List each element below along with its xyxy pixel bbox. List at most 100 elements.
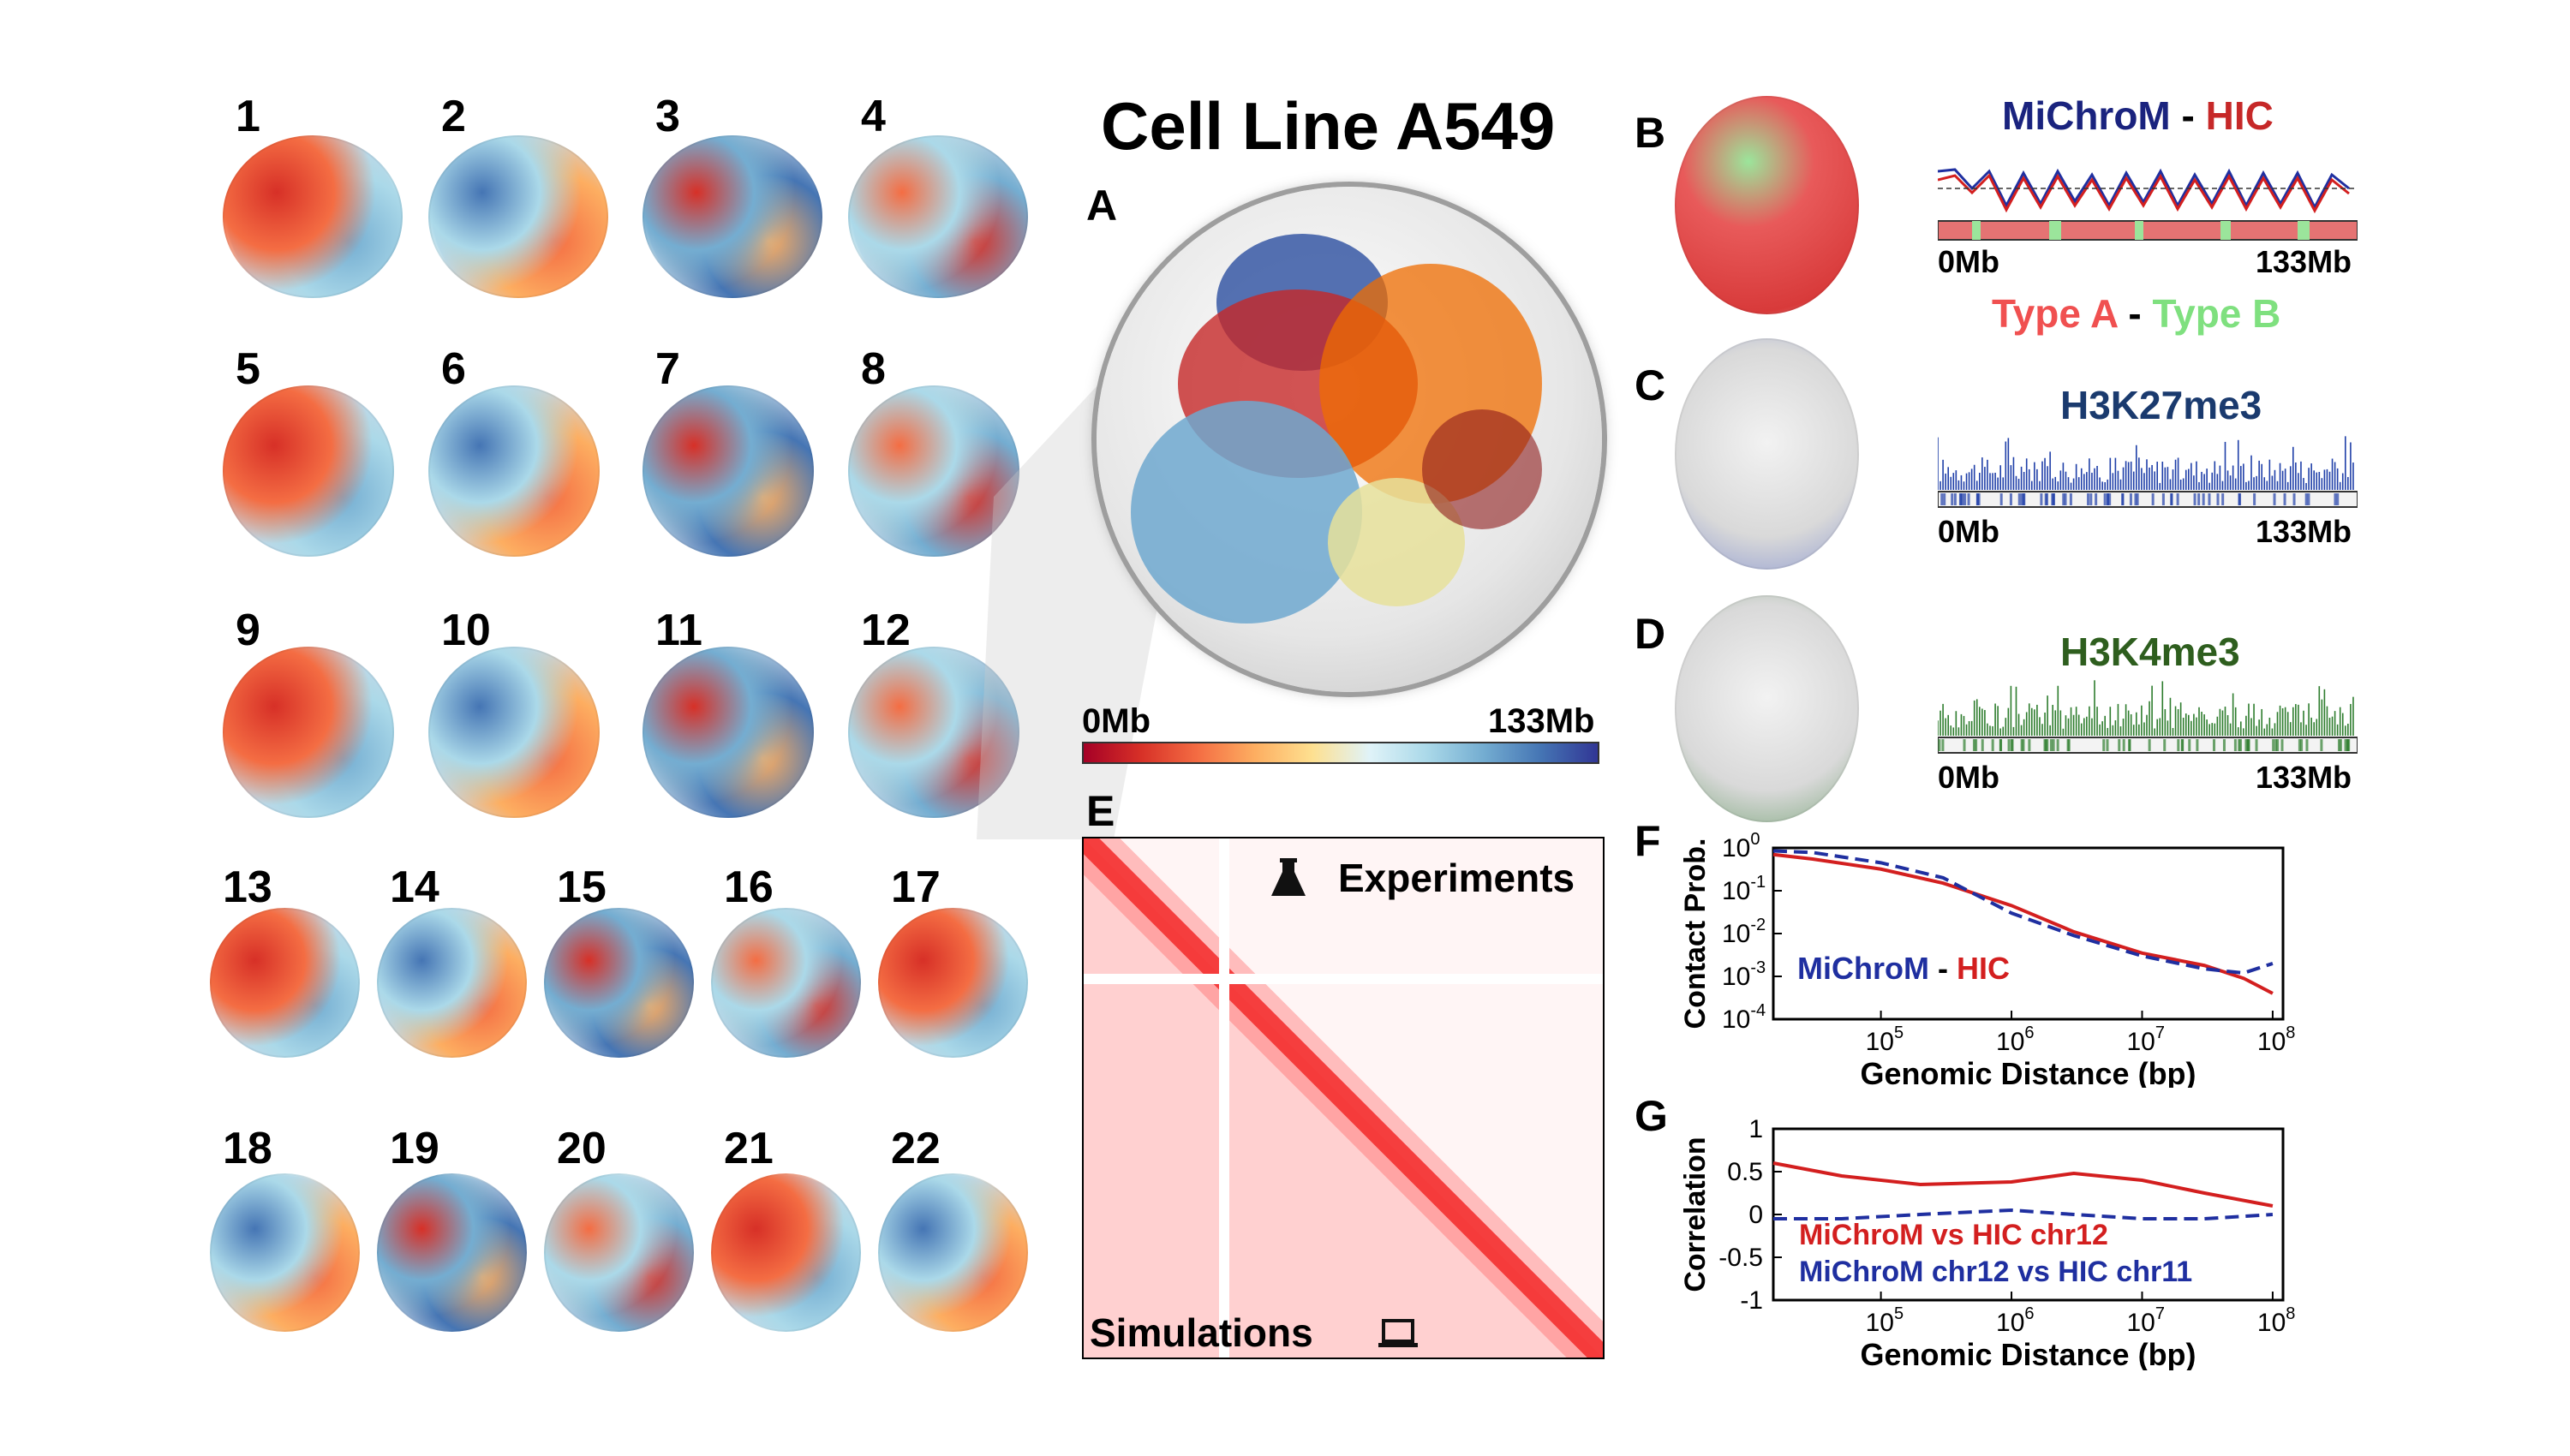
y-tick-label: 0.5 — [1727, 1158, 1763, 1186]
chromosome-label-16: 16 — [724, 862, 774, 912]
h3k4me3-track — [1937, 674, 2358, 756]
y-tick-label: 1 — [1748, 1115, 1763, 1143]
panel-letter-e: E — [1086, 787, 1115, 835]
chromosome-label-18: 18 — [223, 1124, 272, 1173]
x-tick-label: 107 — [2126, 1023, 2165, 1056]
b-axis-end: 133Mb — [2256, 244, 2352, 279]
x-tick-label: 106 — [1996, 1023, 2035, 1056]
b-legend-type-b: Type B — [2152, 291, 2281, 336]
chromosome-structure-3 — [642, 135, 822, 298]
b-title-hic: HIC — [2205, 93, 2274, 138]
g-legend-1: MiChroM vs HIC chr12 — [1799, 1219, 2108, 1251]
chromosome-structure-6 — [428, 385, 600, 557]
chromosome-label-19: 19 — [390, 1124, 439, 1173]
x-tick-label: 105 — [1866, 1023, 1904, 1056]
chromosome-structure-20 — [544, 1173, 694, 1332]
chromosome-structure-10 — [428, 647, 600, 818]
chromosome-label-9: 9 — [236, 606, 260, 655]
x-axis-label: Genomic Distance (bp) — [1860, 1337, 2196, 1370]
y-tick-label: 10-4 — [1722, 1001, 1766, 1034]
x-axis-label: Genomic Distance (bp) — [1860, 1056, 2196, 1088]
x-tick-label: 106 — [1996, 1304, 2035, 1337]
series-line-0 — [1772, 1161, 2274, 1208]
chromosome-label-2: 2 — [441, 92, 466, 141]
chromosome-12-zoom — [1097, 187, 1602, 692]
chromosome-label-11: 11 — [655, 606, 702, 655]
y-axis-label: Correlation — [1679, 1137, 1712, 1292]
series-line-1 — [1773, 1208, 2274, 1220]
panel-letter-c: C — [1635, 361, 1666, 409]
chromosome-label-3: 3 — [655, 92, 680, 141]
panel-letter-f: F — [1635, 817, 1661, 865]
chromosome-structure-15 — [544, 908, 694, 1058]
d-axis-end: 133Mb — [2256, 760, 2352, 795]
y-tick-label: 0 — [1748, 1201, 1763, 1229]
chromosome-structure-21 — [711, 1173, 861, 1332]
chromosome-structure-4 — [848, 135, 1028, 298]
chromosome-label-7: 7 — [655, 344, 680, 394]
chromosome-label-13: 13 — [223, 862, 272, 912]
x-tick-label: 108 — [2257, 1023, 2296, 1056]
b-axis-start: 0Mb — [1938, 244, 1999, 279]
chromosome-label-6: 6 — [441, 344, 466, 394]
panel-letter-d: D — [1635, 610, 1666, 658]
y-tick-label: -0.5 — [1718, 1244, 1763, 1272]
f-legend: MiChroM - HIC — [1797, 953, 2010, 984]
c-title: H3K27me3 — [2060, 383, 2262, 427]
chromosome-label-8: 8 — [861, 344, 886, 394]
b-track-red — [1938, 173, 2350, 214]
chromosome-label-21: 21 — [724, 1124, 774, 1173]
x-tick-label: 105 — [1866, 1304, 1904, 1337]
chromosome-structure-16 — [711, 908, 861, 1058]
correlation-chart: 105 106 107 108 1 0.5 0 -0.5 -1 Genomic Distance … — [1679, 1115, 2296, 1370]
d-title: H3K4me3 — [2060, 630, 2240, 674]
chromosome-structure-18 — [210, 1173, 360, 1332]
chromosome-label-12: 12 — [861, 606, 911, 655]
b-title-michrom: MiChroM — [2002, 93, 2171, 138]
colorbar-start-label: 0Mb — [1082, 702, 1151, 740]
b-legend-type-a: Type A — [1992, 291, 2118, 336]
b-title-sep: - — [2181, 93, 2195, 138]
panel-letter-b: B — [1635, 109, 1666, 157]
structure-type-ab — [1675, 96, 1859, 314]
chromosome-label-4: 4 — [861, 92, 886, 141]
chromosome-structure-7 — [642, 385, 814, 557]
b-track-blue — [1938, 168, 2350, 211]
chromosome-structure-5 — [223, 385, 394, 557]
colorbar-end-label: 133Mb — [1488, 702, 1595, 740]
e-bottom-label: Simulations — [1090, 1310, 1313, 1355]
x-tick-label: 108 — [2257, 1304, 2296, 1337]
domain-lightblue — [1131, 401, 1362, 624]
flask-icon — [1270, 858, 1307, 899]
h3k27me3-track — [1937, 428, 2358, 510]
panel-letter-a: A — [1086, 182, 1118, 230]
chromosome-structure-11 — [642, 647, 814, 818]
chromosome-label-1: 1 — [236, 92, 260, 141]
chromosome-structure-2 — [428, 135, 608, 298]
chromosome-structure-19 — [377, 1173, 527, 1332]
chromosome-structure-8 — [848, 385, 1019, 557]
g-legend-2: MiChroM chr12 vs HIC chr11 — [1799, 1256, 2193, 1288]
x-tick-label: 107 — [2126, 1304, 2165, 1337]
y-tick-label: 10-3 — [1722, 958, 1766, 991]
chromosome-label-14: 14 — [390, 862, 439, 912]
structure-h3k27me3 — [1675, 338, 1859, 570]
panel-letter-g: G — [1635, 1092, 1668, 1140]
plot-frame — [1772, 846, 2285, 1021]
chromosome-label-15: 15 — [557, 862, 607, 912]
chromosome-structure-22 — [878, 1173, 1028, 1332]
chromosome-label-5: 5 — [236, 344, 260, 394]
e-top-label: Experiments — [1338, 856, 1575, 900]
domain-darkred — [1422, 409, 1542, 529]
contact-prob-chart: 105 106 107 108 100 10-1 10-2 10-3 10-4 Genomic D… — [1679, 831, 2296, 1088]
colorbar — [1082, 742, 1599, 764]
chromosome-structure-9 — [223, 647, 394, 818]
y-tick-label: -1 — [1740, 1286, 1763, 1315]
series-line-1 — [1772, 849, 2274, 976]
chromosome-label-17: 17 — [891, 862, 941, 912]
y-tick-label: 10-2 — [1722, 916, 1766, 948]
chromosome-structure-14 — [377, 908, 527, 1058]
chromosome-label-20: 20 — [557, 1124, 607, 1173]
f-legend-hic: HIC — [1957, 951, 2010, 986]
series-line-0 — [1772, 852, 2274, 995]
